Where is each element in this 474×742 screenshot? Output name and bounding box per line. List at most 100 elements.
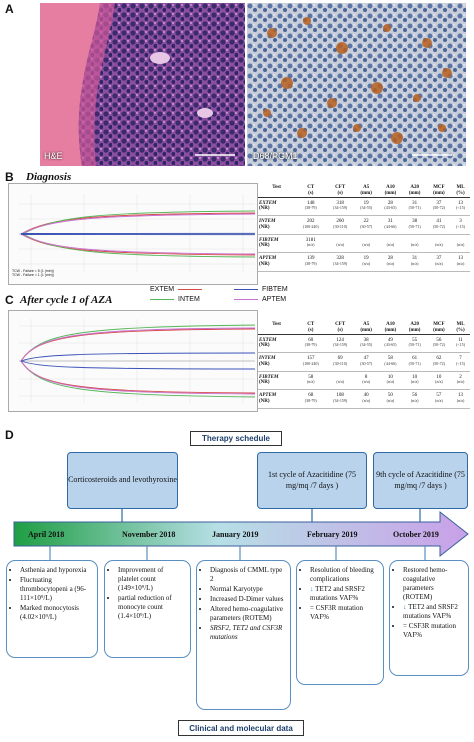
- ihc-stain-image: D68/PGM1: [247, 3, 466, 166]
- card-item: Diagnosis of CMML type 2: [210, 566, 285, 584]
- therapy-schedule-caption: Therapy schedule: [190, 431, 282, 446]
- rotem-curves-diagnosis: [19, 194, 256, 272]
- table-cell: 13 (<15): [451, 197, 470, 216]
- table-cell: 10 (n/a): [426, 371, 452, 390]
- card-item: Marked monocytosis (4.02×10⁹/L): [20, 604, 92, 622]
- table-row: APTEM (NR) 139 (38-79) 328 (34-159) 19 (n/a) 28(…: [258, 252, 470, 272]
- table-cell: 10 (n/a): [378, 371, 403, 390]
- table-cell: 69 (30-110): [326, 352, 355, 372]
- table-cell: 41 (50-72): [426, 215, 452, 235]
- table-header-0: Test: [258, 185, 296, 198]
- table-cell: 31 (44-66): [378, 215, 403, 235]
- table-cell: 11 (<15): [451, 334, 470, 353]
- panel-label-d: D: [5, 428, 14, 442]
- table-cell: 62 (50-72): [426, 352, 452, 372]
- card-item: ↓ TET2 and SRSF2 mutations VAF%: [403, 603, 463, 621]
- card-item-text: TET2 and SRSF2 mutations VAF%: [310, 584, 365, 602]
- table-cell: (n/a): [378, 234, 403, 253]
- plot-footer-line-1: TCW - Failure = 5 (1 (min)): [12, 269, 54, 273]
- legend: EXTEM FIBTEM INTEM APTEM: [150, 286, 320, 308]
- card-item: Resolution of bleeding complications: [310, 566, 378, 584]
- card-item: Asthenia and hyporexia: [20, 566, 92, 575]
- timeline-date-november-2018: November 2018: [122, 530, 176, 539]
- table-header-6: MCF (mm): [426, 185, 452, 198]
- he-stain-image: H&E: [40, 3, 245, 166]
- table-row-name: EXTEM (NR): [258, 197, 296, 216]
- table-cell: (n/a): [402, 234, 427, 253]
- card-item-text: TET2 and SRSF2 mutations VAF%: [403, 602, 458, 620]
- legend-swatch-intem: [150, 299, 174, 300]
- table-cell: 50 (n/a): [378, 389, 403, 409]
- table-cell: 56 (50-72): [426, 334, 452, 353]
- table-row: FIBTEM (NR) 58 (n/a) (n/a) 8 (n/a) 10 (n/a) 10 (n…: [258, 371, 470, 390]
- table-row: EXTEM (NR) 148 (38-79) 318 (34-159) 19 (34-55) 2…: [258, 197, 470, 216]
- table-cell: 56 (n/a): [402, 389, 427, 409]
- table-cell: 40 (n/a): [354, 389, 379, 409]
- table-cell: 318 (34-159): [326, 197, 355, 216]
- table-cell: 57 (n/a): [426, 389, 452, 409]
- table-cell: 260 (30-110): [326, 215, 355, 235]
- table-header-0: Test: [258, 322, 296, 335]
- table-header-2: CFT (s): [326, 322, 355, 335]
- table-cell: 38 (50-71): [402, 215, 427, 235]
- rotem-plot-after: [8, 310, 258, 412]
- table-header-4: A10 (mm): [378, 322, 403, 335]
- table-cell: 13 (n/a): [451, 252, 470, 272]
- table-cell: 61 (50-71): [402, 352, 427, 372]
- rotem-table-after: Test CT (s) CFT (s) A5 (mm) A10 (mm) A20 (mm) MCF (m…: [258, 322, 470, 409]
- table-cell: (n/a): [426, 234, 452, 253]
- legend-item-extem: EXTEM: [150, 286, 203, 293]
- down-arrow-icon: ↓: [403, 602, 407, 611]
- therapy-box-corticosteroids: Corticosteroids and levothyroxine: [67, 452, 178, 509]
- card-item: Altered hemo-coagulative parameters (ROT…: [210, 605, 285, 623]
- card-item: = CSF3R mutation VAF%: [310, 604, 378, 622]
- table-row: EXTEM (NR) 60 (38-79) 124 (34-159) 38 (34-55) 49…: [258, 334, 470, 353]
- table-cell: 28 (43-65): [378, 197, 403, 216]
- table-row: INTEM (NR) 157 (100-240) 69 (30-110) 47 (30-57)…: [258, 352, 470, 372]
- timeline-date-january-2019: January 2019: [212, 530, 259, 539]
- table-cell: 37 (50-72): [426, 197, 452, 216]
- card-item: partial reduction of monocyte count (1.4…: [118, 594, 185, 621]
- table-header-4: A10 (mm): [378, 185, 403, 198]
- table-row-name: APTEM (NR): [258, 252, 296, 272]
- table-cell: 19 (34-55): [354, 197, 379, 216]
- table-cell: 157 (100-240): [295, 352, 327, 372]
- table-row-name: EXTEM (NR): [258, 334, 296, 353]
- card-item: Fluctuating thrombocytopeni a (96-111×10…: [20, 576, 92, 603]
- table-cell: 58 (44-66): [378, 352, 403, 372]
- card-item: = CSF3R mutation VAF%: [403, 622, 463, 640]
- table-row: FIBTEM (NR) 3181 (n/a) (n/a) (n/a) (n/a) (n…: [258, 234, 470, 253]
- table-header-3: A5 (mm): [354, 185, 379, 198]
- card-item: ↓ TET2 and SRSF2 mutations VAF%: [310, 585, 378, 603]
- table-header-3: A5 (mm): [354, 322, 379, 335]
- rotem-table-diagnosis: Test CT (s) CFT (s) A5 (mm) A10 (mm) A20 (mm) MCF (m…: [258, 185, 470, 272]
- table-cell: (n/a): [451, 234, 470, 253]
- card-item: Improvement of platelet count (149×10⁹/L…: [118, 566, 185, 593]
- legend-item-fibtem: FIBTEM: [234, 286, 288, 293]
- card-item: Increased D-Dimer values: [210, 595, 285, 604]
- panel-c-title: After cycle 1 of AZA: [20, 294, 113, 306]
- rotem-curves-after: [19, 319, 256, 403]
- table-row-name: FIBTEM (NR): [258, 371, 296, 390]
- card-connectors: [49, 546, 426, 562]
- card-item: Restored hemo-coagulative parameters (RO…: [403, 566, 463, 602]
- down-arrow-icon: ↓: [310, 584, 314, 593]
- table-cell: 124 (34-159): [326, 334, 355, 353]
- table-cell: 3 (<15): [451, 215, 470, 235]
- therapy-box-first-cycle: 1st cycle of Azacitidine (75 mg/mq /7 da…: [257, 452, 367, 509]
- table-cell: 58 (n/a): [295, 371, 327, 390]
- timeline-arrow: [13, 510, 469, 558]
- table-cell: 31 (50-71): [402, 197, 427, 216]
- table-cell: 37 (n/a): [426, 252, 452, 272]
- legend-item-aptem: APTEM: [234, 296, 286, 303]
- table-row-name: INTEM (NR): [258, 352, 296, 372]
- table-header-1: CT (s): [295, 322, 327, 335]
- table-cell: 8 (n/a): [354, 371, 379, 390]
- panel-label-a: A: [5, 2, 14, 16]
- table-cell: 139 (38-79): [295, 252, 327, 272]
- table-cell: 202 (100-240): [295, 215, 327, 235]
- table-cell: 2 (n/a): [451, 371, 470, 390]
- table-cell: 31 (n/a): [402, 252, 427, 272]
- legend-swatch-extem: [178, 289, 203, 290]
- table-row-name: FIBTEM (NR): [258, 234, 296, 253]
